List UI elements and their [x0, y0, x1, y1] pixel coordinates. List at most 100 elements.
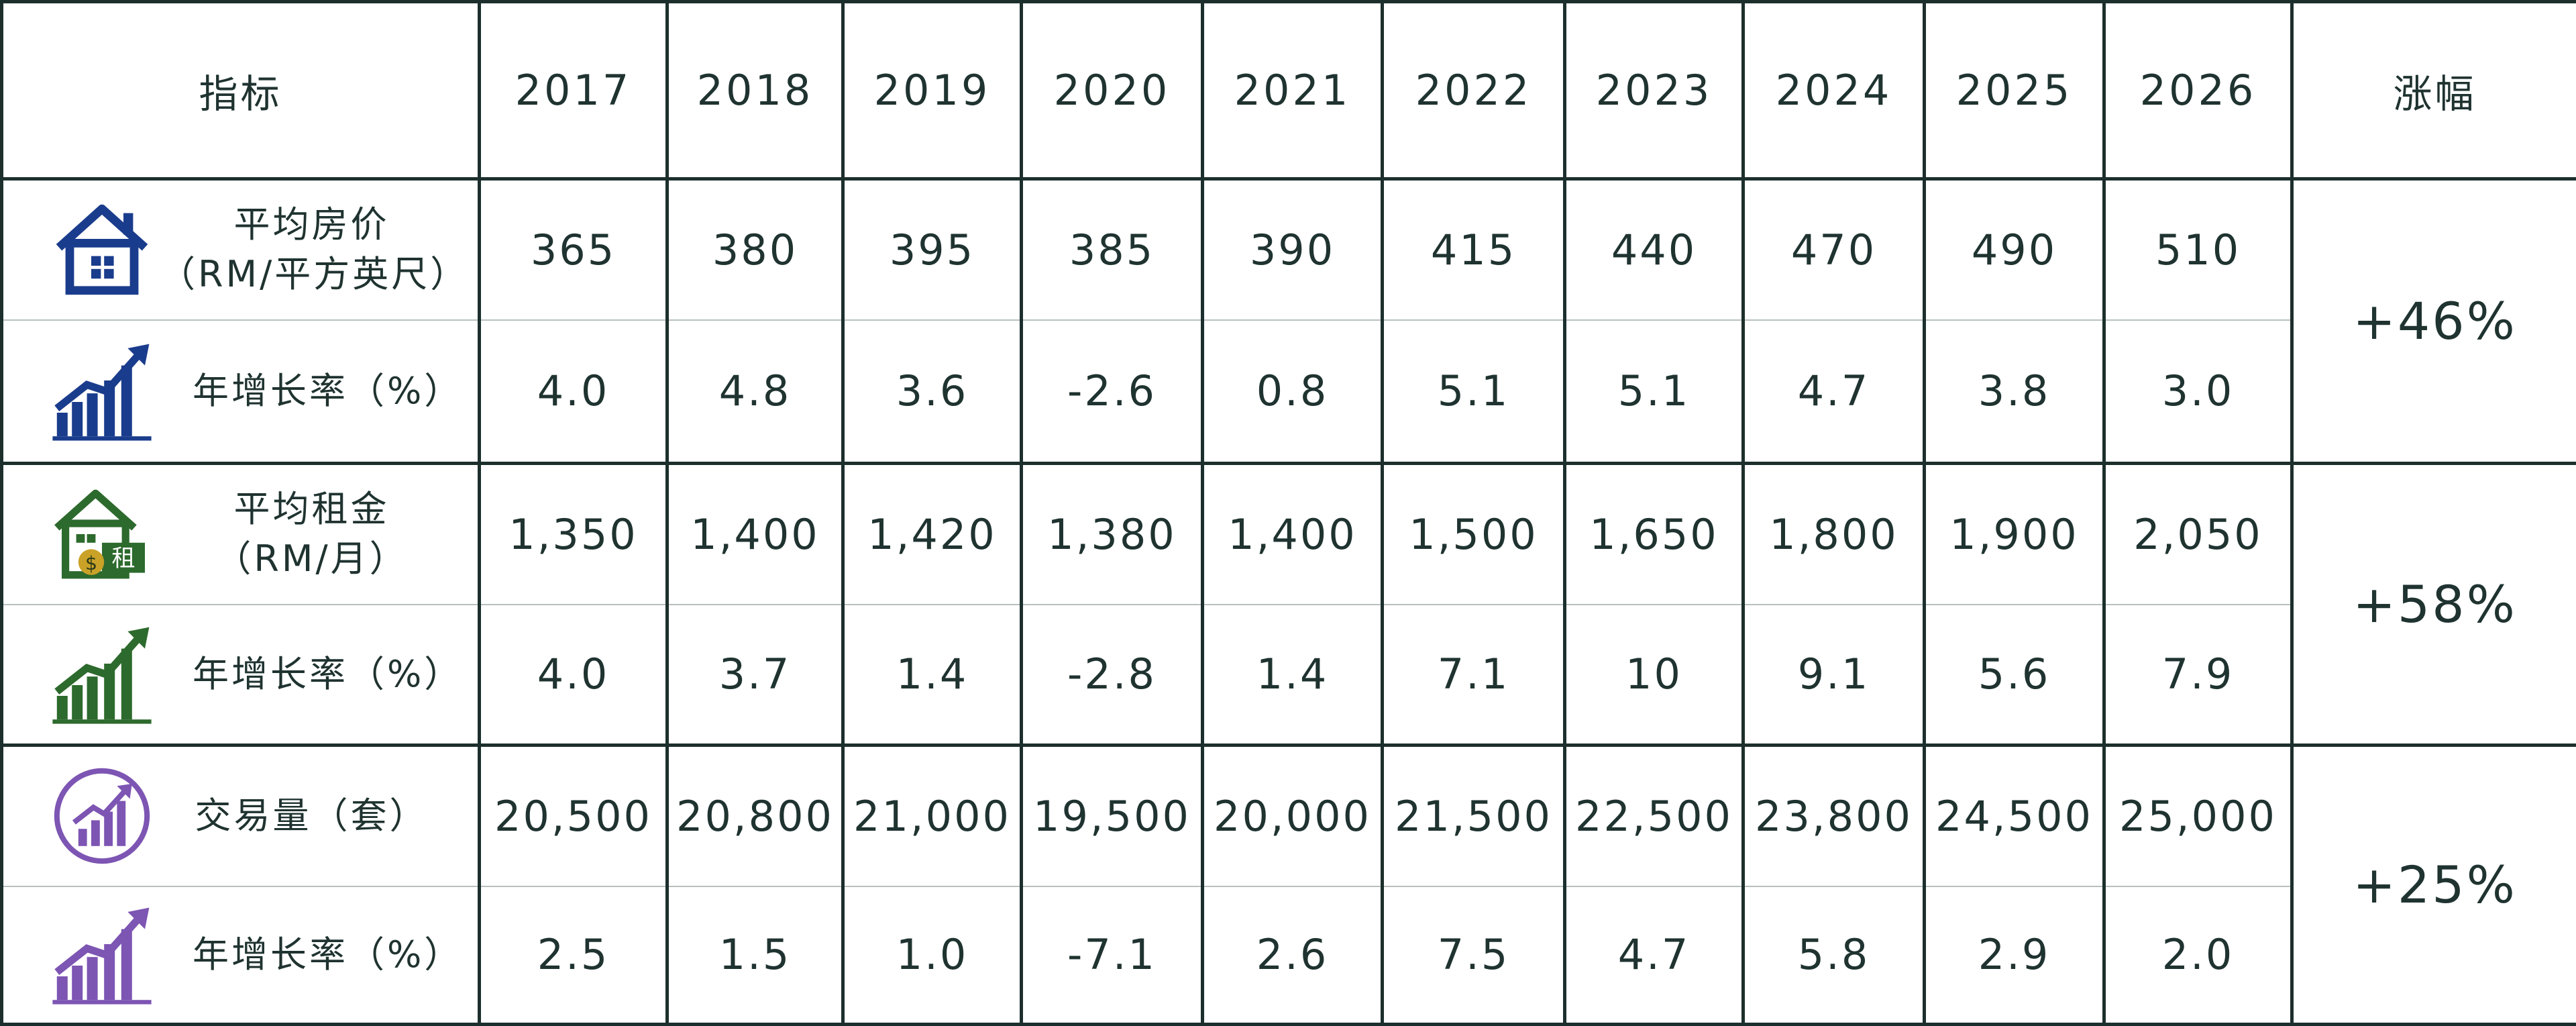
growth-chart-icon — [45, 334, 159, 448]
growth-value: -2.8 — [1022, 605, 1203, 746]
year-header: 2021 — [1203, 2, 1383, 179]
metric-name: 交易量（套） — [195, 794, 429, 837]
growth-value: 4.0 — [480, 320, 667, 464]
metric-value: 22,500 — [1565, 746, 1743, 886]
growth-value: 7.1 — [1383, 605, 1565, 746]
metric-unit: （RM/月） — [215, 537, 408, 580]
metric-value: 19,500 — [1022, 746, 1203, 886]
growth-label: 年增长率（%） — [159, 366, 478, 416]
metric-value: 1,500 — [1383, 464, 1565, 605]
growth-chart-icon — [45, 617, 159, 731]
metric-value: 380 — [667, 179, 843, 320]
metric-value: 1,650 — [1565, 464, 1743, 605]
growth-value: 3.6 — [843, 320, 1022, 464]
growth-label: 年增长率（%） — [159, 930, 478, 980]
growth-value: 4.7 — [1743, 320, 1925, 464]
metric-name: 平均房价 — [234, 203, 390, 246]
growth-value: 2.5 — [480, 886, 667, 1025]
metric-value: 1,400 — [667, 464, 843, 605]
metric-value: 1,420 — [843, 464, 1022, 605]
metric-value: 365 — [480, 179, 667, 320]
metric-value: 490 — [1925, 179, 2104, 320]
year-header: 2025 — [1925, 2, 2104, 179]
metric-value: 1,400 — [1203, 464, 1383, 605]
growth-value: 3.8 — [1925, 320, 2104, 464]
house-icon — [45, 193, 159, 307]
year-header: 2019 — [843, 2, 1022, 179]
metric-label: 平均租金 （RM/月） — [159, 484, 478, 584]
growth-value: 5.8 — [1743, 886, 1925, 1025]
year-header: 2017 — [480, 2, 667, 179]
growth-value: 2.0 — [2104, 886, 2292, 1025]
metric-value: 20,800 — [667, 746, 843, 886]
metric-value: 1,800 — [1743, 464, 1925, 605]
house-rent-icon: 租$ — [45, 477, 159, 591]
growth-label-cell: 年增长率（%） — [2, 605, 480, 746]
growth-value: 3.7 — [667, 605, 843, 746]
header-row: 指标 2017 2018 2019 2020 2021 2022 2023 20… — [2, 2, 2576, 179]
svg-text:$: $ — [85, 552, 97, 574]
growth-value: 4.8 — [667, 320, 843, 464]
metric-label-cell: 交易量（套） — [2, 746, 480, 886]
growth-label: 年增长率（%） — [159, 650, 478, 699]
growth-value: 9.1 — [1743, 605, 1925, 746]
growth-value: 5.6 — [1925, 605, 2104, 746]
change-header: 涨幅 — [2292, 2, 2576, 179]
metric-value: 1,380 — [1022, 464, 1203, 605]
metric-value: 21,500 — [1383, 746, 1565, 886]
header-label: 指标 — [2, 2, 480, 179]
metric-name: 平均租金 — [234, 488, 390, 530]
growth-value: 5.1 — [1565, 320, 1743, 464]
metric-value: 1,900 — [1925, 464, 2104, 605]
metric-value: 385 — [1022, 179, 1203, 320]
growth-value: 7.5 — [1383, 886, 1565, 1025]
metric-label-cell: 租$平均租金（RM/月） — [2, 464, 480, 605]
metric-label-cell: 平均房价 （RM/平方英尺） — [2, 179, 480, 320]
growth-label-cell: 年增长率（%） — [2, 320, 480, 464]
growth-value: -2.6 — [1022, 320, 1203, 464]
growth-value: 1.4 — [843, 605, 1022, 746]
growth-value: 2.6 — [1203, 886, 1383, 1025]
year-header: 2023 — [1565, 2, 1743, 179]
metric-value: 24,500 — [1925, 746, 2104, 886]
growth-value: 3.0 — [2104, 320, 2292, 464]
metric-label: 交易量（套） — [159, 791, 478, 841]
change-value: +25% — [2292, 746, 2576, 1025]
metric-value: 23,800 — [1743, 746, 1925, 886]
growth-value: 5.1 — [1383, 320, 1565, 464]
metric-value: 21,000 — [843, 746, 1022, 886]
growth-label-cell: 年增长率（%） — [2, 886, 480, 1025]
growth-value: -7.1 — [1022, 886, 1203, 1025]
metric-value: 395 — [843, 179, 1022, 320]
growth-value: 1.4 — [1203, 605, 1383, 746]
metric-value: 25,000 — [2104, 746, 2292, 886]
metric-label: 平均房价 （RM/平方英尺） — [159, 200, 478, 299]
year-header: 2018 — [667, 2, 843, 179]
growth-value: 1.5 — [667, 886, 843, 1025]
metric-unit: （RM/平方英尺） — [159, 253, 469, 295]
metric-value: 470 — [1743, 179, 1925, 320]
growth-value: 0.8 — [1203, 320, 1383, 464]
growth-value: 4.0 — [480, 605, 667, 746]
growth-chart-icon — [45, 898, 159, 1012]
year-header: 2022 — [1383, 2, 1565, 179]
growth-value: 7.9 — [2104, 605, 2292, 746]
metric-value: 20,000 — [1203, 746, 1383, 886]
metric-value: 20,500 — [480, 746, 667, 886]
svg-text:租: 租 — [111, 545, 135, 572]
growth-value: 10 — [1565, 605, 1743, 746]
metric-value: 390 — [1203, 179, 1383, 320]
metric-value: 415 — [1383, 179, 1565, 320]
growth-value: 2.9 — [1925, 886, 2104, 1025]
growth-value: 1.0 — [843, 886, 1022, 1025]
metric-value: 2,050 — [2104, 464, 2292, 605]
metric-value: 510 — [2104, 179, 2292, 320]
change-value: +58% — [2292, 464, 2576, 746]
transaction-chart-icon — [45, 759, 159, 873]
year-header: 2024 — [1743, 2, 1925, 179]
